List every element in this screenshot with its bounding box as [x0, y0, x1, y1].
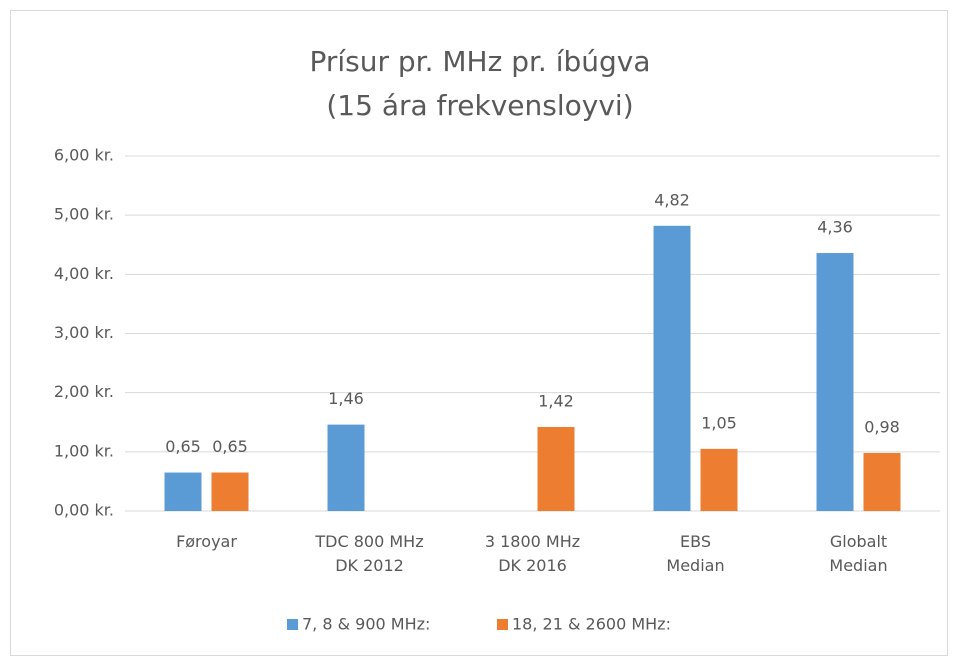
legend-label: 7, 8 & 900 MHz: [302, 615, 430, 634]
chart-frame [10, 10, 948, 656]
data-label: 4,82 [654, 190, 690, 209]
x-tick-label: TDC 800 MHz DK 2012 [315, 532, 424, 575]
data-label: 1,46 [328, 389, 364, 408]
y-tick-label: 0,00 kr. [54, 501, 114, 520]
bar [327, 424, 365, 511]
bar [700, 448, 738, 511]
legend-swatch [497, 619, 508, 630]
data-label: 1,42 [538, 391, 574, 410]
y-tick-label: 3,00 kr. [54, 323, 114, 342]
data-label: 1,05 [701, 413, 737, 432]
bar [164, 472, 202, 511]
legend-swatch [287, 619, 298, 630]
y-tick-label: 2,00 kr. [54, 382, 114, 401]
y-tick-label: 4,00 kr. [54, 264, 114, 283]
legend-label: 18, 21 & 2600 MHz: [512, 615, 671, 634]
bar [816, 253, 854, 512]
x-tick-label: EBS Median [666, 532, 725, 575]
data-label: 0,65 [212, 437, 248, 456]
y-tick-label: 5,00 kr. [54, 205, 114, 224]
chart-title: Prísur pr. MHz pr. íbúgva (15 ára frekve… [309, 45, 651, 122]
y-tick-label: 6,00 kr. [54, 146, 114, 165]
bar [537, 426, 575, 511]
data-label: 4,36 [817, 218, 853, 237]
x-tick-label: 3 1800 MHz DK 2016 [484, 532, 581, 575]
x-tick-label: Globalt Median [829, 532, 888, 575]
bar [653, 225, 691, 512]
data-label: 0,98 [864, 418, 900, 437]
bar [211, 472, 249, 511]
bar [863, 453, 901, 511]
data-label: 0,65 [165, 437, 201, 456]
y-tick-label: 1,00 kr. [54, 441, 114, 460]
x-tick-label: Føroyar [176, 532, 237, 551]
